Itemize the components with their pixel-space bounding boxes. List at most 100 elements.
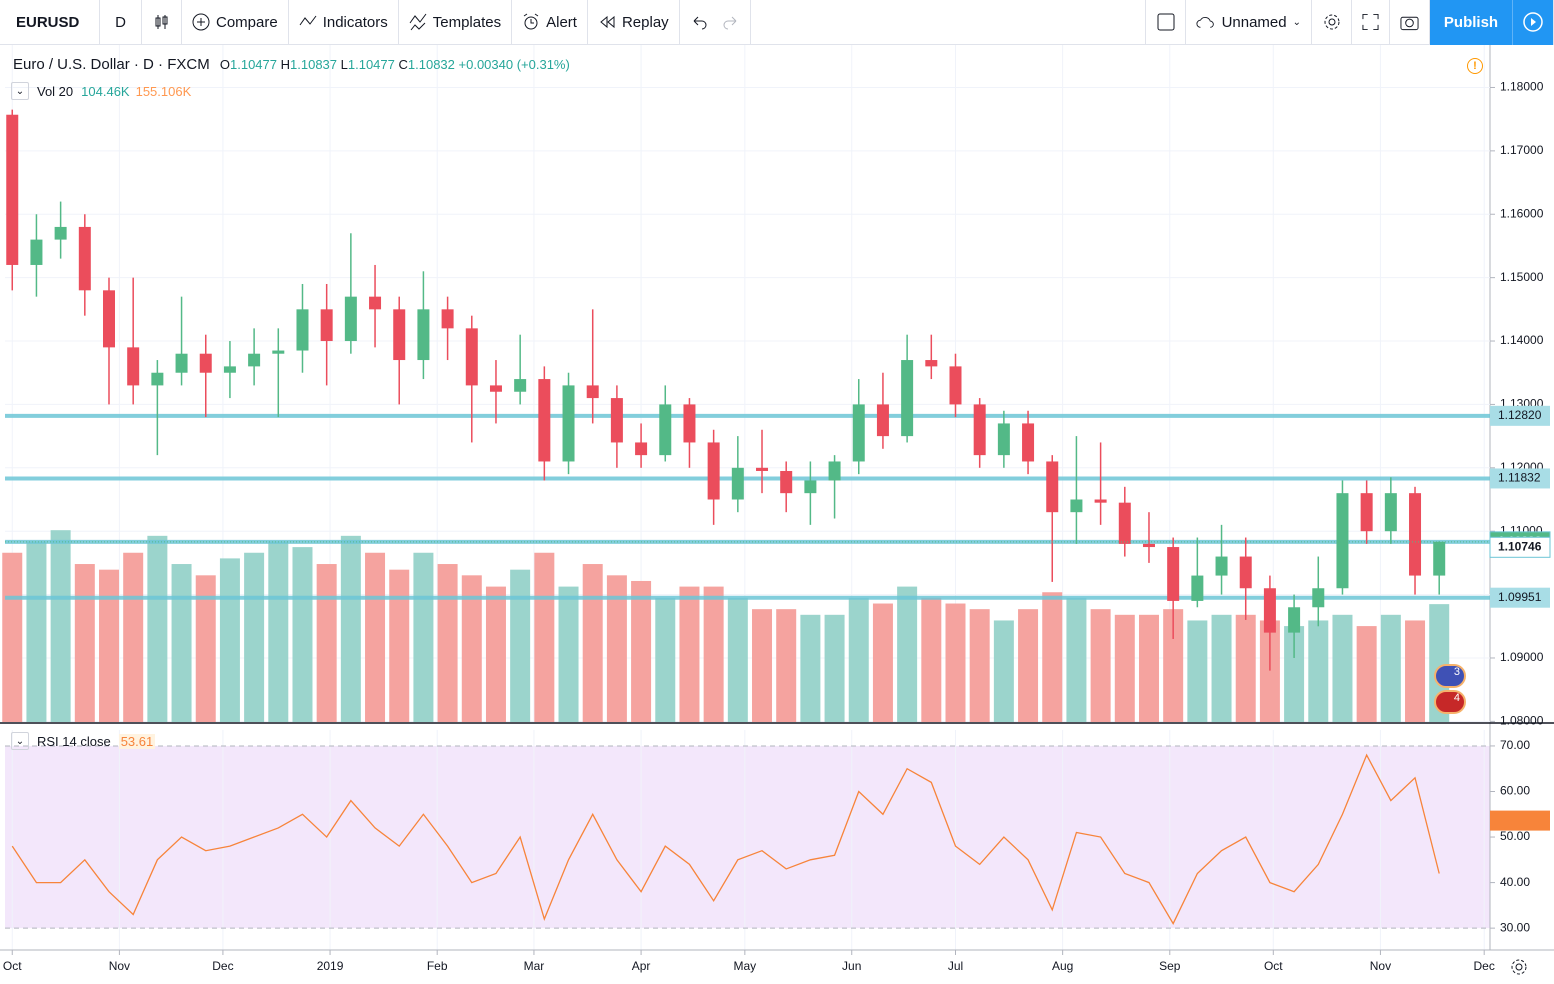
cloud-icon [1196,16,1214,28]
compare-button[interactable]: Compare [182,0,289,45]
volume-bar [171,564,192,722]
candle-body [1046,461,1059,513]
alert-label: Alert [546,13,577,31]
ohlc-key: H [280,57,291,72]
undo-button[interactable] [690,13,708,31]
publish-button[interactable]: Publish [1430,0,1512,45]
redo-button[interactable] [722,13,740,31]
volume-bar [727,597,748,722]
volume-bar [1163,609,1184,722]
layout-button[interactable] [1146,0,1186,45]
collapse-button[interactable]: ⌄ [11,732,29,750]
snapshot-button[interactable] [1390,0,1430,45]
candle-body [562,385,575,462]
level-tag-label: 1.09951 [1498,590,1542,604]
candle-body [635,442,648,456]
square-icon [1157,13,1174,31]
volume-bar [1308,620,1329,722]
volume-bar [1380,614,1401,722]
volume-bar [631,580,652,722]
candle-body [780,470,793,494]
stream-button[interactable] [1512,0,1554,45]
save-button[interactable]: Unnamed ⌄ [1186,0,1312,45]
symbol-button[interactable]: EURUSD [0,0,100,45]
volume-bar [98,569,119,722]
volume-bar [219,558,240,722]
volume-bar [244,552,265,722]
fullscreen-button[interactable] [1352,0,1390,45]
ohlc-key: O [219,57,230,72]
event-badge[interactable]: 3 [1434,664,1466,688]
candle-body [1312,588,1325,608]
candle-body [756,467,769,471]
y-tick-label: 1.14000 [1500,333,1544,347]
volume-name: Vol 20 [37,83,74,99]
event-badge[interactable]: 4 [1434,690,1466,714]
candle-body [610,398,623,443]
level-tag-label: 1.11832 [1498,471,1541,485]
alert-button[interactable]: Alert [512,0,588,45]
volume-bar [292,547,313,722]
volume-bar [824,614,845,722]
volume-ma-value: 155.106K [135,83,192,99]
y-tick-label: 1.18000 [1500,80,1544,94]
volume-bar [1138,614,1159,722]
volume-bar [800,614,821,722]
volume-bar [1356,626,1377,722]
volume-bar [1066,597,1087,722]
candle-body [731,467,744,500]
candle-body [30,239,43,265]
volume-bar [461,575,482,722]
x-tick-label: 2019 [317,959,344,973]
indicators-button[interactable]: Indicators [289,0,399,45]
x-tick-label: Aug [1052,959,1073,973]
rsi-name: RSI 14 close [37,733,111,749]
y-tick-label: 60.00 [1500,784,1530,798]
candle-body [925,360,938,367]
candle-body [1094,499,1107,503]
x-tick-label: Dec [1474,959,1495,973]
candle-body [514,379,527,392]
volume-bar [26,541,47,722]
compare-label: Compare [216,13,278,31]
templates-button[interactable]: Templates [399,0,513,45]
candle-body [586,385,599,399]
symbol-title: Euro / U.S. Dollar · D · FXCM [13,56,210,73]
volume-bar [389,569,410,722]
volume-bar [776,609,797,722]
volume-bar [1187,620,1208,722]
y-tick-label: 50.00 [1500,829,1530,843]
volume-bar [437,564,458,722]
replay-button[interactable]: Replay [588,0,680,45]
volume-bar [1284,626,1305,722]
chart-style-button[interactable] [142,0,182,45]
gear-icon [1324,14,1339,30]
ohlc-value: 1.10477 [347,57,395,72]
collapse-button[interactable]: ⌄ [11,82,29,100]
x-tick-label: Nov [109,959,130,973]
replay-icon [600,15,615,29]
volume-bar [1018,609,1039,722]
candle-body [1409,493,1422,576]
ohlc-key: C [398,57,408,72]
x-tick-label: Oct [1264,959,1283,973]
volume-bar [74,564,95,722]
volume-value: 104.46K [81,83,130,99]
volume-bar [969,609,990,722]
volume-legend: ⌄ Vol 20 104.46K 155.106K [11,82,191,100]
warning-icon[interactable]: ! [1467,58,1483,74]
axis-settings-button[interactable] [1510,958,1528,976]
y-tick-label: 1.15000 [1500,270,1544,284]
ohlc-value: 1.10477 [230,57,277,72]
volume-bar [679,586,700,722]
settings-button[interactable] [1312,0,1352,45]
candle-body [1263,588,1276,633]
interval-button[interactable]: D [100,0,142,45]
candle-body [78,226,91,291]
volume-bar [1332,614,1353,722]
candle-body [465,328,478,386]
volume-bar [365,552,386,722]
volume-bar [1042,592,1063,722]
volume-bar [268,541,289,722]
